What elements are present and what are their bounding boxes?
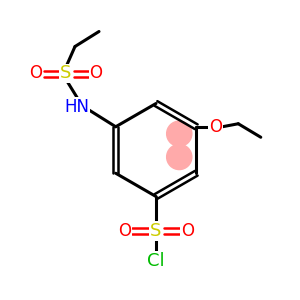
Text: Cl: Cl <box>147 252 165 270</box>
Text: O: O <box>89 64 103 82</box>
Text: O: O <box>118 222 131 240</box>
Text: O: O <box>209 118 222 136</box>
Text: O: O <box>29 64 43 82</box>
Text: S: S <box>60 64 72 82</box>
Text: S: S <box>150 222 162 240</box>
Text: HN: HN <box>64 98 89 116</box>
Circle shape <box>167 144 192 169</box>
Circle shape <box>167 121 192 146</box>
Text: O: O <box>181 222 194 240</box>
